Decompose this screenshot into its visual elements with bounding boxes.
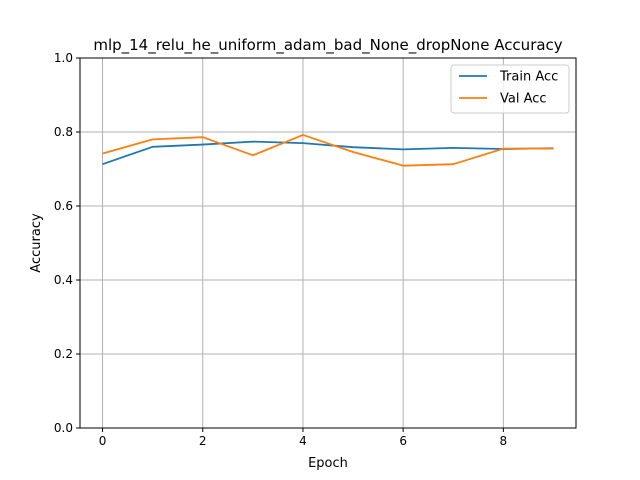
legend: Train Acc Val Acc [450, 64, 570, 114]
y-axis-label: Accuracy [29, 213, 44, 273]
val-acc-line [102, 134, 554, 167]
y-tick-label: 0.8 [54, 125, 73, 139]
y-tick-label: 0.4 [54, 273, 73, 287]
y-tick-label: 0.2 [54, 347, 73, 361]
x-axis: 0 2 4 6 8 [99, 428, 507, 448]
x-tick-label: 2 [199, 434, 207, 448]
y-tick-label: 0.6 [54, 199, 73, 213]
legend-label-train-acc: Train Acc [499, 70, 558, 85]
x-tick-label: 0 [99, 434, 107, 448]
y-tick-label: 1.0 [54, 51, 73, 65]
x-tick-label: 4 [299, 434, 307, 448]
y-axis: 0.0 0.2 0.4 0.6 0.8 1.0 [54, 51, 80, 435]
legend-label-val-acc: Val Acc [500, 92, 547, 107]
x-axis-label: Epoch [308, 456, 348, 471]
x-tick-label: 8 [500, 434, 508, 448]
chart-title: mlp_14_relu_he_uniform_adam_bad_None_dro… [93, 36, 562, 55]
series-layer [102, 134, 554, 167]
x-tick-label: 6 [399, 434, 407, 448]
y-tick-label: 0.0 [54, 421, 73, 435]
plot-frame [79, 57, 577, 429]
train-acc-line [102, 140, 554, 166]
legend-box [450, 64, 570, 114]
